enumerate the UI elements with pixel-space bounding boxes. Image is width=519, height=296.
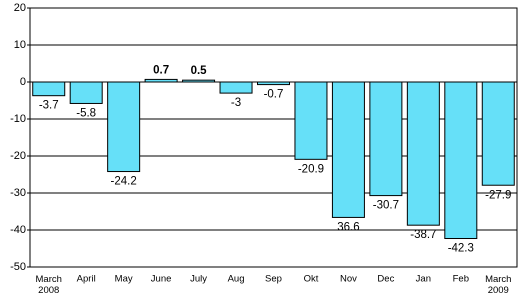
value-label: -3: [231, 97, 241, 109]
value-label: 0.7: [153, 64, 169, 76]
y-tick-label: 10: [14, 39, 26, 51]
value-label: -3.7: [39, 100, 59, 112]
value-label: -30.7: [373, 200, 399, 212]
y-tick-label: -20: [10, 150, 26, 162]
y-tick-label: -30: [10, 187, 26, 199]
value-label: -38.7: [410, 229, 436, 241]
x-tick-label: Jan: [416, 274, 431, 285]
value-label: -20.9: [298, 163, 324, 175]
x-tick-label: Nov: [340, 274, 357, 285]
x-tick-label: Dec: [377, 274, 394, 285]
value-label: -27.9: [485, 189, 511, 201]
y-tick-label: -50: [10, 261, 26, 273]
bar: [294, 81, 328, 160]
bar: [144, 78, 178, 83]
bar: [331, 81, 365, 218]
y-tick-label: 0: [20, 76, 26, 88]
value-label: 36.6: [337, 221, 359, 233]
x-tick-label: March 2009: [485, 274, 511, 296]
x-tick-label: Feb: [453, 274, 469, 285]
value-label: 0.5: [191, 65, 208, 77]
bar: [219, 81, 253, 94]
bar: [481, 81, 515, 186]
x-tick-label: July: [190, 274, 207, 285]
bar: [369, 81, 403, 197]
bar: [406, 81, 440, 226]
y-tick-label: 20: [14, 2, 26, 14]
bar: [444, 81, 478, 240]
x-tick-label: June: [151, 274, 172, 285]
value-label: -5.8: [76, 107, 96, 119]
x-tick-label: May: [115, 274, 133, 285]
bar: [107, 81, 141, 173]
x-tick-label: Okt: [304, 274, 319, 285]
x-tick-label: March 2008: [36, 274, 62, 296]
bar: [32, 81, 66, 97]
y-tick-label: -10: [10, 113, 26, 125]
value-label: -24.2: [111, 176, 137, 188]
plot-area: [29, 7, 518, 268]
bar: [69, 81, 103, 104]
bar: [182, 79, 216, 83]
bar: [257, 81, 290, 86]
x-tick-label: April: [77, 274, 96, 285]
y-tick-label: -40: [10, 224, 26, 236]
value-label: -42.3: [448, 243, 474, 255]
x-tick-label: Aug: [228, 274, 245, 285]
x-tick-label: Sep: [265, 274, 282, 285]
value-label: -0.7: [264, 89, 284, 101]
